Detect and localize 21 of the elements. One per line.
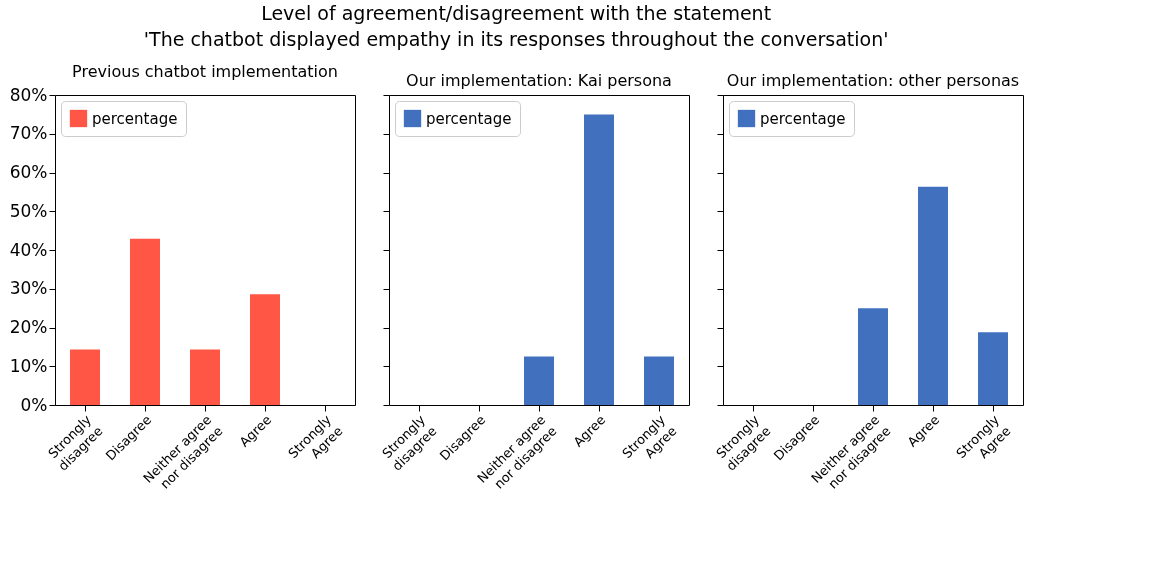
chart-title: Our implementation: other personas	[726, 70, 1020, 90]
y-tick-label: 10%	[9, 355, 48, 376]
y-tick-label: 40%	[9, 239, 48, 260]
bar	[190, 349, 220, 405]
y-tick-label: 0%	[20, 394, 48, 415]
text: Level of agreement/disagreement with the statement	[261, 1, 772, 24]
chart-title: Previous chatbot implementation	[72, 62, 338, 81]
chart-title: Our implementation: Kai persona	[406, 70, 672, 90]
y-tick-label: 80%	[9, 84, 48, 105]
y-tick-label: 60%	[9, 162, 48, 182]
legend-label: percentage	[426, 109, 512, 128]
text: 'The chatbot displayed empathy in its responses throughout the conversation'	[143, 27, 889, 50]
legend-label: percentage	[92, 109, 178, 128]
y-tick-label: 20%	[9, 317, 48, 337]
y-tick-label: 70%	[9, 123, 48, 144]
legend-label: percentage	[760, 109, 846, 128]
y-tick-label: 30%	[9, 278, 48, 299]
y-tick-label: 50%	[9, 200, 48, 221]
bar	[250, 294, 280, 405]
bar	[70, 349, 100, 405]
bar	[130, 238, 160, 405]
